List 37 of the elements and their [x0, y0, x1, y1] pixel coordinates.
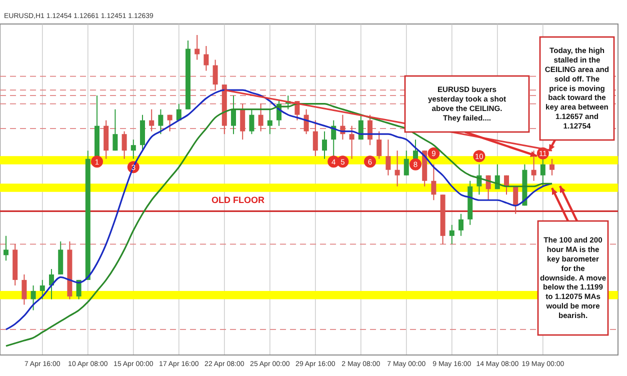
candlestick — [194, 34, 200, 60]
candlestick — [176, 103, 182, 121]
candlestick — [4, 235, 8, 262]
candlestick — [368, 114, 372, 146]
candlestick — [122, 130, 127, 160]
candlestick — [167, 114, 172, 132]
candlestick — [112, 108, 118, 152]
candlestick — [376, 130, 382, 160]
candlestick — [458, 213, 464, 236]
candlestick — [40, 279, 45, 300]
candlestick — [550, 158, 554, 176]
candlestick — [212, 59, 218, 91]
candlestick — [513, 186, 518, 214]
candlestick — [240, 103, 246, 140]
candlestick — [149, 108, 154, 132]
candlestick — [130, 139, 136, 160]
candlestick — [231, 95, 236, 135]
candlestick — [504, 174, 509, 196]
candlestick — [30, 284, 36, 311]
candlestick — [404, 150, 409, 176]
candlestick — [258, 103, 264, 132]
candlestick — [349, 125, 354, 160]
candlestick — [413, 139, 418, 160]
candlestick — [394, 150, 400, 187]
candlestick — [449, 224, 454, 245]
candlestick — [267, 108, 272, 135]
candlestick — [531, 150, 536, 182]
annotation: OLD FLOOR — [212, 195, 265, 205]
candlestick — [22, 274, 27, 306]
candlestick — [158, 108, 164, 135]
candlestick — [540, 158, 546, 187]
candlestick — [386, 139, 391, 176]
candlestick — [312, 120, 318, 157]
candlestick — [249, 108, 254, 135]
candlestick — [431, 164, 436, 201]
candlestick — [322, 130, 327, 160]
candlestick — [204, 46, 209, 72]
